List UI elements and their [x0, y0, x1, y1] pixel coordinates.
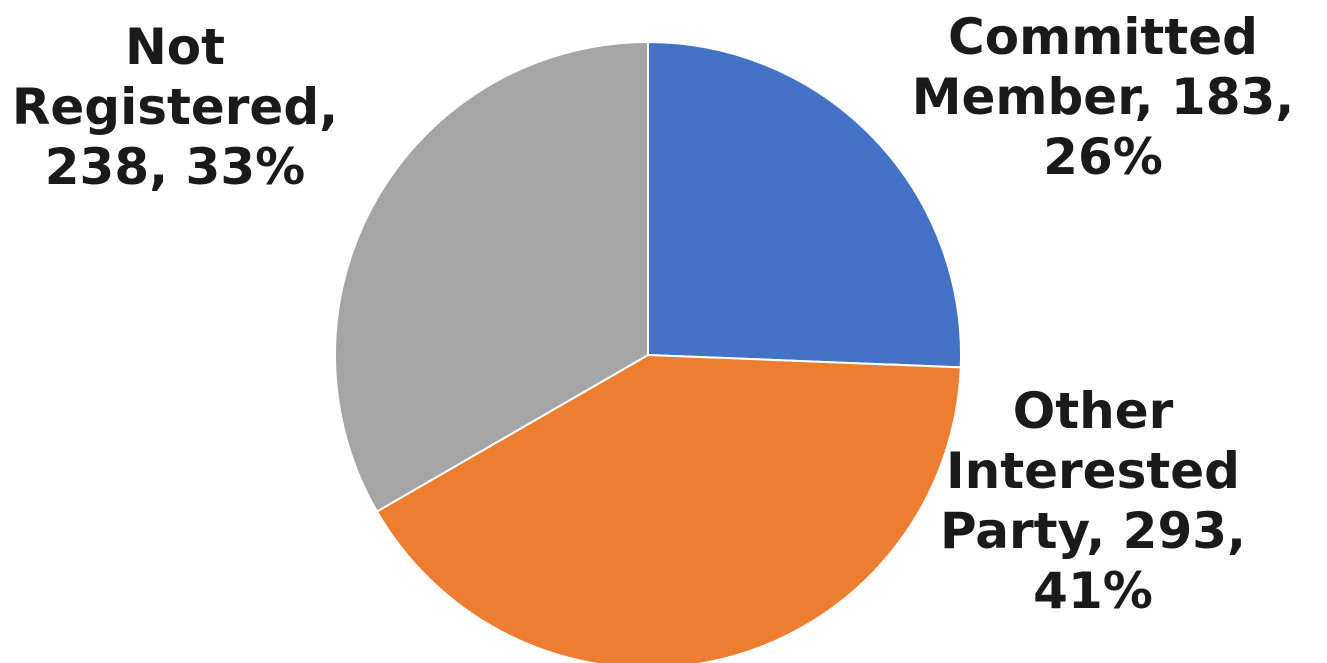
data-label-committed-member: Committed Member, 183, 26%: [912, 8, 1295, 186]
data-label-line: Registered,: [12, 78, 338, 136]
data-label-line: 238, 33%: [45, 138, 305, 196]
pie-slice-other-interested-party: [375, 353, 962, 663]
pie-slices: [334, 40, 962, 663]
data-label-line: Other: [1013, 382, 1174, 440]
data-label-line: Party, 293,: [940, 502, 1246, 560]
data-label-line: Member, 183,: [912, 68, 1295, 126]
data-label-other-interested-party: Other Interested Party, 293, 41%: [940, 382, 1246, 620]
data-label-line: 41%: [1033, 562, 1153, 620]
pie-slice-committed-member: [647, 40, 962, 369]
data-label-line: 26%: [1043, 128, 1163, 186]
data-label-line: Not: [125, 18, 225, 76]
pie-slice-not-registered: [334, 40, 649, 513]
data-label-not-registered: Not Registered, 238, 33%: [12, 18, 338, 196]
data-labels: Committed Member, 183, 26% Other Interested P…: [12, 8, 1294, 620]
data-label-line: Interested: [946, 442, 1240, 500]
data-label-line: Committed: [948, 8, 1258, 66]
